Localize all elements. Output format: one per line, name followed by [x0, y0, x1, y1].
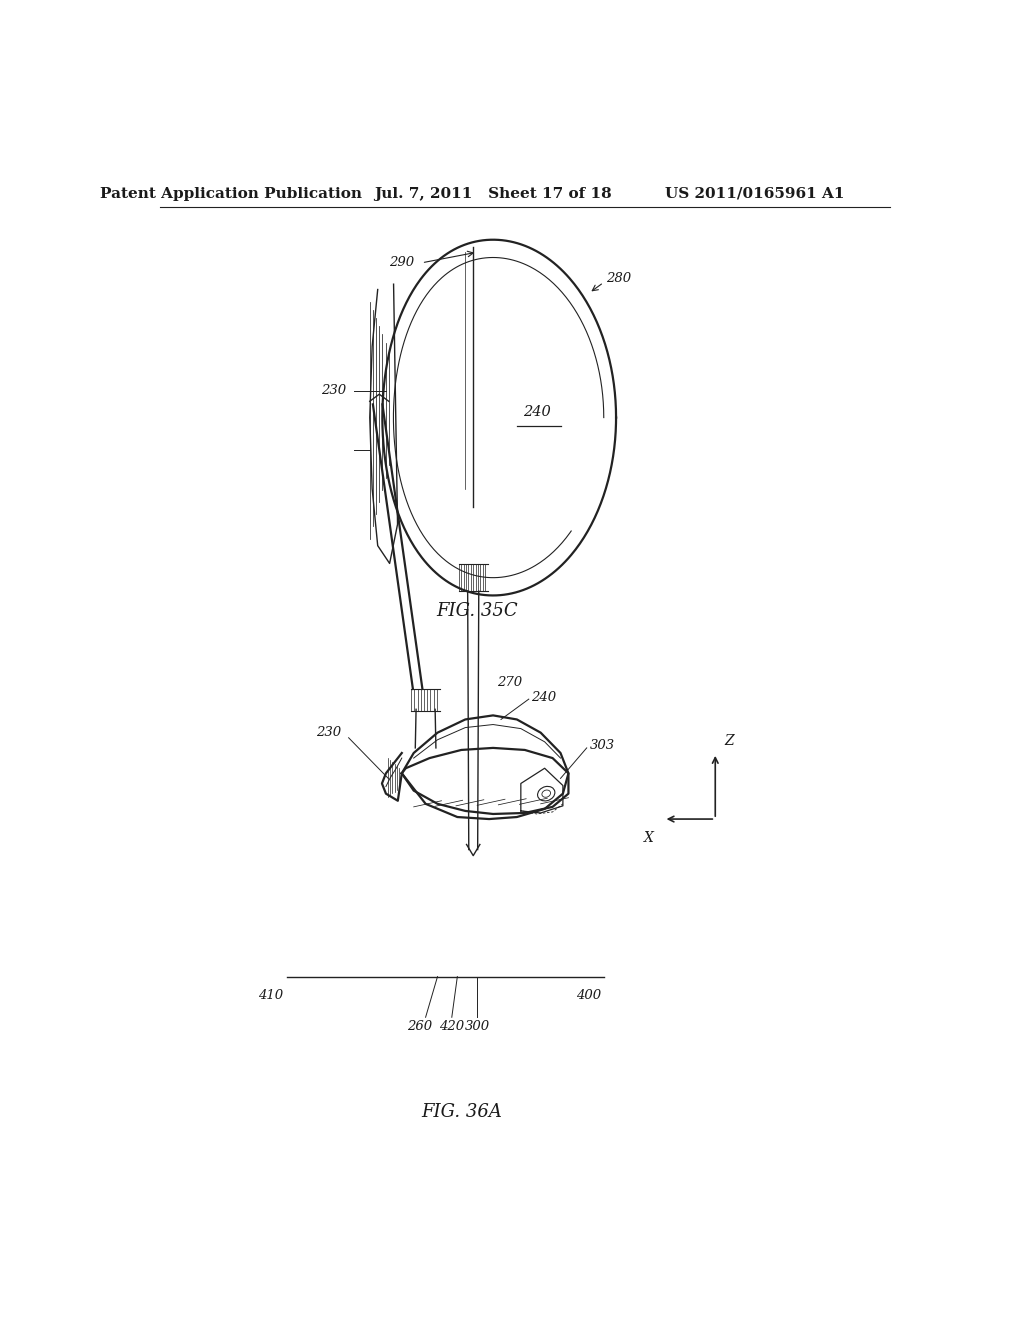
Text: 240: 240 [531, 690, 556, 704]
Text: 410: 410 [258, 989, 283, 1002]
Text: 230: 230 [322, 384, 346, 397]
Text: Jul. 7, 2011   Sheet 17 of 18: Jul. 7, 2011 Sheet 17 of 18 [374, 187, 612, 201]
Text: 420: 420 [439, 1020, 464, 1034]
Text: 230: 230 [315, 726, 341, 739]
Text: 303: 303 [590, 739, 615, 752]
Text: 290: 290 [388, 256, 414, 269]
Text: 300: 300 [465, 1020, 489, 1034]
Text: 280: 280 [606, 272, 632, 285]
Text: US 2011/0165961 A1: US 2011/0165961 A1 [666, 187, 845, 201]
Text: 400: 400 [577, 989, 601, 1002]
Text: 260: 260 [408, 1020, 432, 1034]
Text: Z: Z [725, 734, 734, 748]
Text: 270: 270 [497, 676, 522, 689]
Text: Patent Application Publication: Patent Application Publication [100, 187, 362, 201]
Text: X: X [644, 832, 654, 845]
Text: 240: 240 [523, 405, 551, 420]
Text: FIG. 36A: FIG. 36A [421, 1102, 502, 1121]
Text: FIG. 35C: FIG. 35C [436, 602, 518, 619]
